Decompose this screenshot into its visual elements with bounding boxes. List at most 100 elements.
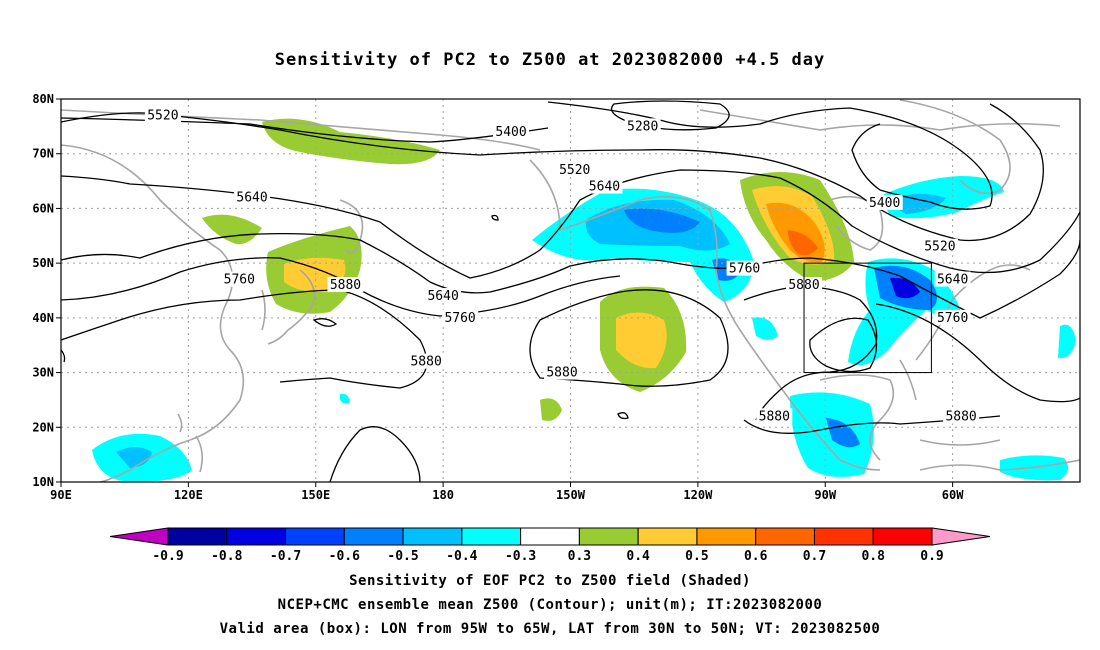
colorbar-label: 0.8 [861, 549, 885, 564]
contour-label: 5520 [921, 238, 958, 255]
colorbar-label: -0.6 [329, 549, 360, 564]
contour-label-text: 5880 [410, 355, 441, 370]
axis-ticks [56, 98, 954, 487]
colorbar-label: 0.5 [685, 549, 708, 564]
contour-label-text: 5880 [759, 409, 790, 424]
lon-tick-label: 180 [432, 488, 454, 502]
contour-label-text: 5400 [869, 196, 900, 211]
shade-negative-mexico-core [826, 418, 860, 448]
contour-label-text: 5280 [627, 119, 658, 134]
colorbar-label: 0.3 [568, 549, 591, 564]
contour-5880-west [61, 289, 428, 389]
colorbar-min-arrow [109, 527, 169, 546]
colorbar-label: 0.7 [803, 549, 826, 564]
contour-label: 5760 [442, 309, 479, 326]
contour-label-text: 5880 [330, 278, 361, 293]
contour-label-bg [234, 189, 271, 205]
contour-label: 5400 [493, 123, 530, 140]
lon-tick-label: 90W [814, 488, 836, 502]
coast-philippines [195, 435, 204, 473]
contour-label-text: 5760 [729, 262, 760, 277]
contour-label-text: 5400 [495, 125, 526, 140]
lat-tick-label: 70N [32, 147, 54, 161]
contour-5760 [61, 232, 1080, 319]
colorbar-swatch [402, 527, 463, 546]
contour-small-3 [491, 214, 499, 221]
contour-label-bg [586, 178, 623, 194]
contour-5280 [610, 100, 730, 131]
shade-positive-pacific-core [616, 312, 667, 369]
contour-label-text: 5640 [427, 289, 458, 304]
shade-negative-south-china-core [116, 447, 152, 468]
colorbar-swatch [461, 527, 522, 546]
contour-label: 5880 [408, 353, 445, 370]
contour-5400 [547, 101, 993, 210]
coast-greenland [899, 99, 1011, 195]
contour-label: 5880 [756, 408, 793, 424]
caption-line-2: NCEP+CMC ensemble mean Z500 (Contour); u… [277, 597, 823, 613]
contour-label-bg [144, 107, 181, 123]
colorbar-label: -0.7 [270, 549, 301, 564]
contour-label-bg [544, 364, 581, 380]
coast-north-america-west [715, 269, 881, 471]
contour-5880-asia-west [61, 349, 66, 363]
colorbar-label: -0.4 [446, 549, 477, 564]
contour-5520-west [61, 103, 1044, 242]
coast-korea [261, 289, 266, 331]
shade-negative-east-us-core [890, 277, 920, 299]
coast-taiwan [177, 413, 183, 433]
colorbar-swatch [872, 527, 933, 546]
contour-5880-east [875, 303, 1080, 403]
lon-tick-label: 150W [556, 488, 586, 502]
coast-hudson-bay [829, 195, 884, 251]
contour-label-bg [425, 287, 462, 303]
colorbar-label: -0.5 [387, 549, 418, 564]
contour-label-text: 5760 [937, 311, 968, 326]
contour-label-text: 5520 [924, 240, 955, 255]
contour-label-bg [624, 118, 661, 134]
contour-label-text: 5640 [589, 180, 620, 195]
coast-alaska [529, 159, 718, 271]
contour-small-2 [312, 318, 338, 327]
sensitivity-shading [92, 118, 1076, 482]
contour-small-1 [617, 412, 629, 420]
contour-label-bg [408, 353, 445, 369]
map-title: Sensitivity of PC2 to Z500 at 2023082000… [274, 50, 826, 70]
contour-label-bg [866, 194, 903, 210]
gridlines [61, 99, 1080, 482]
colorbar-label: -0.9 [152, 549, 183, 564]
lat-tick-label: 20N [32, 420, 54, 434]
contour-label: 5760 [221, 271, 258, 288]
colorbar-swatch [637, 527, 698, 546]
coast-japan [267, 269, 316, 345]
contour-label: 5880 [943, 408, 980, 424]
shade-positive-siberia [262, 118, 440, 165]
shade-negative-baja [752, 317, 778, 340]
contour-label-bg [934, 309, 971, 325]
lat-tick-label: 50N [32, 256, 54, 270]
colorbar-label: -0.3 [505, 549, 536, 564]
colorbar-label: 0.6 [744, 549, 768, 564]
contour-label-bg [726, 260, 763, 276]
contour-5880-pacific [529, 289, 729, 387]
lat-tick-label: 30N [32, 366, 54, 380]
coast-asia-east [61, 144, 245, 482]
lat-tick-label: 10N [32, 475, 54, 489]
contour-label-text: 5880 [945, 409, 976, 424]
contour-label-text: 5880 [546, 366, 577, 381]
contour-label-bg [221, 271, 258, 287]
lon-tick-label: 150E [301, 488, 330, 502]
shade-negative-gulf-alaska-core [624, 208, 700, 233]
coast-south-america [919, 459, 1080, 471]
contour-label: 5400 [866, 194, 903, 211]
contour-label-text: 5640 [236, 190, 267, 205]
colorbar-label: 0.9 [920, 549, 943, 564]
contour-label: 5880 [327, 277, 364, 293]
lon-tick-label: 120E [174, 488, 203, 502]
colorbar-swatch [520, 527, 580, 546]
colorbar-max-arrow [931, 527, 991, 546]
colorbar-swatch [755, 527, 815, 546]
colorbar-label: -0.8 [211, 549, 242, 564]
